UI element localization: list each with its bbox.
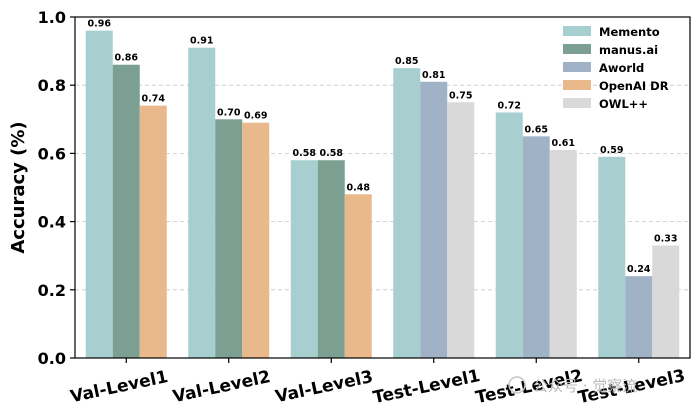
bar-memento-val-level1: [85, 30, 113, 358]
data-label: 0.61: [552, 138, 575, 149]
bar-memento-test-level2: [495, 112, 523, 358]
bar-memento-val-level2: [188, 47, 216, 358]
bar-manus-ai-val-level3: [317, 160, 345, 358]
legend-label: Memento: [599, 25, 660, 39]
grid-lines: [75, 84, 690, 291]
watermark-logo-icon: [508, 376, 526, 394]
x-tick-label: Val-Level3: [274, 367, 375, 407]
data-label: 0.75: [449, 90, 472, 101]
watermark-text: 公众号 · 觉察流: [533, 377, 637, 395]
y-tick-label: 0.0: [38, 349, 66, 368]
bar-memento-val-level3: [290, 160, 318, 358]
bar-owl--test-level3: [652, 245, 680, 358]
y-tick-label: 0.6: [38, 144, 66, 163]
y-tick-label: 0.8: [38, 76, 66, 95]
legend-swatch: [563, 98, 591, 108]
data-label: 0.72: [498, 100, 521, 111]
data-label: 0.96: [88, 19, 112, 30]
data-label: 0.86: [115, 53, 139, 64]
bar-aworld-test-level1: [420, 81, 448, 358]
bar-openai-dr-val-level3: [344, 194, 372, 358]
legend-label: OWL++: [599, 97, 648, 111]
data-label: 0.91: [190, 36, 213, 47]
data-label: 0.85: [395, 56, 418, 67]
data-label: 0.59: [600, 145, 623, 156]
y-tick-label: 0.4: [38, 213, 66, 232]
bars: [85, 30, 680, 359]
legend-label: manus.ai: [599, 43, 658, 57]
legend: Memento manus.ai Aworld OpenAI DR OWL++: [563, 25, 669, 111]
plot-frame: [74, 16, 691, 359]
data-label: 0.24: [627, 264, 651, 275]
data-label: 0.74: [142, 94, 166, 105]
data-label: 0.70: [217, 107, 241, 118]
bar-aworld-test-level3: [625, 276, 653, 358]
y-tick-label: 0.2: [38, 281, 66, 300]
legend-swatch: [563, 44, 591, 54]
data-label: 0.58: [293, 148, 317, 159]
data-label: 0.81: [422, 70, 445, 81]
bar-manus-ai-val-level1: [112, 64, 140, 359]
bar-owl--test-level1: [447, 102, 475, 358]
legend-swatch: [563, 26, 591, 36]
y-tick-label: 1.0: [38, 8, 66, 27]
y-axis-ticks: 0.0 0.2 0.4 0.6 0.8 1.0: [38, 8, 75, 368]
x-tick-label: Val-Level2: [171, 367, 272, 407]
x-tick-label: Test-Level1: [371, 366, 482, 408]
data-label: 0.69: [244, 111, 267, 122]
data-label: 0.48: [347, 182, 371, 193]
bar-aworld-test-level2: [522, 136, 550, 358]
data-label: 0.33: [654, 233, 677, 244]
watermark: 公众号 · 觉察流: [508, 376, 637, 395]
bar-openai-dr-val-level2: [242, 122, 270, 359]
bar-owl--test-level2: [549, 149, 577, 358]
data-label: 0.65: [525, 124, 548, 135]
bar-openai-dr-val-level1: [139, 105, 167, 358]
x-tick-label: Val-Level1: [69, 367, 170, 407]
bar-memento-test-level3: [598, 156, 626, 358]
legend-swatch: [563, 80, 591, 90]
legend-swatch: [563, 62, 591, 72]
legend-label: OpenAI DR: [599, 79, 669, 93]
legend-label: Aworld: [599, 61, 644, 75]
bar-manus-ai-val-level2: [215, 119, 243, 358]
y-axis-label: Accuracy (%): [8, 121, 29, 253]
data-labels: 0.96 0.86 0.74 0.91 0.70 0.69 0.58 0.58 0.48 0.85…: [88, 19, 678, 276]
bar-memento-test-level1: [393, 68, 421, 359]
data-label: 0.58: [320, 148, 344, 159]
